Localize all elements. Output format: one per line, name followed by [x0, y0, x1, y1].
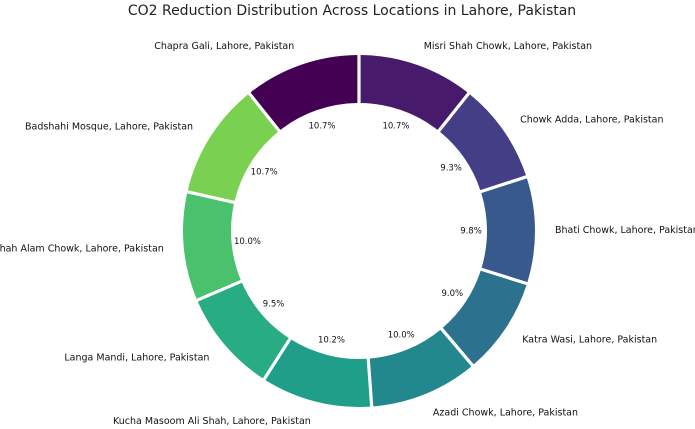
percent-label-6: 10.2% — [318, 336, 345, 346]
category-label-2: Chowk Adda, Lahore, Pakistan — [520, 114, 663, 125]
percent-label-1: 10.7% — [382, 121, 409, 131]
slice-8 — [183, 193, 241, 299]
category-label-7: Langa Mandi, Lahore, Pakistan — [64, 353, 209, 364]
percent-label-3: 9.8% — [460, 226, 482, 236]
slice-4 — [442, 270, 527, 365]
percent-label-10: 10.7% — [309, 121, 336, 131]
chart-title: CO2 Reduction Distribution Across Locati… — [128, 3, 576, 19]
slice-5 — [369, 329, 472, 407]
category-label-1: Misri Shah Chowk, Lahore, Pakistan — [424, 41, 592, 52]
category-label-6: Kucha Masoom Ali Shah, Lahore, Pakistan — [113, 416, 311, 427]
percent-labels-group: 10.7% 9.3% 9.8% 9.0% 10.0% 10.2% 9.5% 10.0% 10.7… — [234, 121, 482, 345]
slice-3 — [481, 178, 535, 283]
percent-label-8: 10.0% — [234, 237, 261, 247]
percent-label-5: 10.0% — [388, 331, 415, 341]
category-labels-group: Misri Shah Chowk, Lahore, Pakistan Chowk … — [0, 41, 695, 427]
slices-group — [183, 55, 535, 407]
slice-6 — [265, 339, 371, 407]
category-label-4: Katra Wasi, Lahore, Pakistan — [522, 334, 657, 345]
percent-label-7: 9.5% — [263, 299, 285, 309]
percent-label-9: 10.7% — [251, 167, 278, 177]
category-label-8: Shah Alam Chowk, Lahore, Pakistan — [0, 244, 164, 255]
percent-label-2: 9.3% — [440, 163, 462, 173]
percent-label-4: 9.0% — [441, 289, 463, 299]
slice-1 — [360, 55, 468, 130]
slice-7 — [197, 282, 289, 379]
category-label-9: Badshahi Mosque, Lahore, Pakistan — [25, 122, 193, 133]
category-label-5: Azadi Chowk, Lahore, Pakistan — [433, 408, 578, 419]
slice-9 — [187, 94, 278, 201]
category-label-10: Chapra Gali, Lahore, Pakistan — [154, 41, 294, 52]
slice-2 — [440, 94, 526, 191]
slice-10 — [250, 55, 358, 130]
category-label-3: Bhati Chowk, Lahore, Pakistan — [555, 225, 695, 236]
